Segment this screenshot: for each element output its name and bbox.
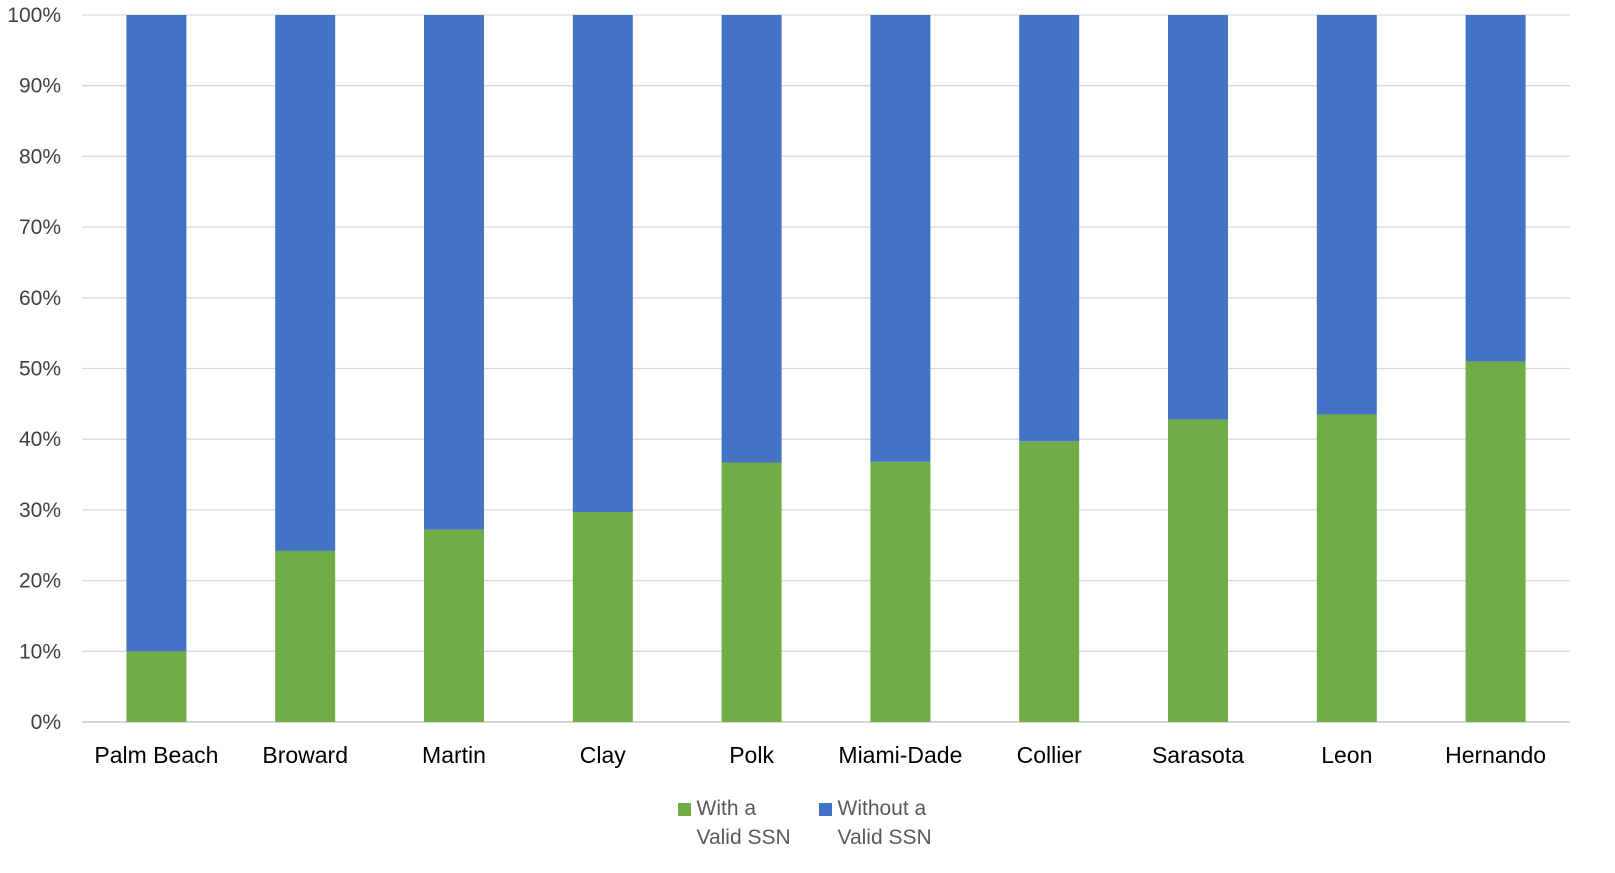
stacked-bar-chart: 0% 10% 20% 30% 40% 50% 60% 70% 80% 90% 100% Palm B… [7,4,1570,768]
x-tick-label: Polk [729,742,774,768]
bar-segment [1316,414,1377,722]
bar-segment [1316,15,1377,415]
bar-segment [424,529,484,722]
y-tick-label: 0% [31,711,61,734]
bar-segment [1019,441,1080,722]
bar-segment [572,15,633,513]
bar-segment [1168,419,1228,722]
bar-segment [126,651,187,722]
y-tick-label: 60% [19,287,61,310]
bars [126,15,1526,722]
bar-segment [126,15,187,652]
bar-segment [275,15,336,551]
legend-label: Without a Valid SSN [837,797,932,849]
y-tick-label: 50% [19,358,61,381]
x-tick-label: Clay [580,742,627,768]
bar-segment [424,15,484,530]
x-tick-label: Broward [262,742,348,768]
x-axis-labels: Palm Beach Broward Martin Clay Polk Miami-Dad… [94,742,1546,768]
legend-item: With a Valid SSN [677,794,797,852]
x-tick-label: Hernando [1445,742,1546,768]
x-tick-label: Leon [1321,742,1372,768]
y-tick-label: 80% [19,145,61,168]
legend-swatch [818,803,832,816]
y-tick-label: 70% [19,216,61,239]
y-tick-label: 40% [19,428,61,451]
x-tick-label: Miami-Dade [838,742,962,768]
legend-swatch [677,803,691,816]
bar-segment [870,15,931,462]
y-tick-label: 100% [7,4,61,27]
bar-segment [1168,15,1228,420]
y-tick-label: 10% [19,640,61,663]
y-tick-label: 20% [19,570,61,593]
x-tick-label: Palm Beach [94,742,218,768]
bar-segment [721,15,782,463]
x-tick-label: Martin [422,742,486,768]
bar-segment [870,461,931,722]
legend: With a Valid SSN Without a Valid SSN [0,794,1615,852]
x-tick-label: Sarasota [1152,742,1244,768]
y-axis-ticks: 0% 10% 20% 30% 40% 50% 60% 70% 80% 90% 100% [7,4,61,734]
legend-label: With a Valid SSN [696,797,791,849]
y-tick-label: 90% [19,75,61,98]
bar-segment [572,512,633,722]
bar-segment [1019,15,1080,442]
bar-segment [721,462,782,722]
x-tick-label: Collier [1017,742,1083,768]
bar-segment [1465,15,1526,362]
bar-segment [1465,361,1526,722]
y-tick-label: 30% [19,499,61,522]
bar-segment [275,550,336,722]
legend-item: Without a Valid SSN [818,794,938,852]
